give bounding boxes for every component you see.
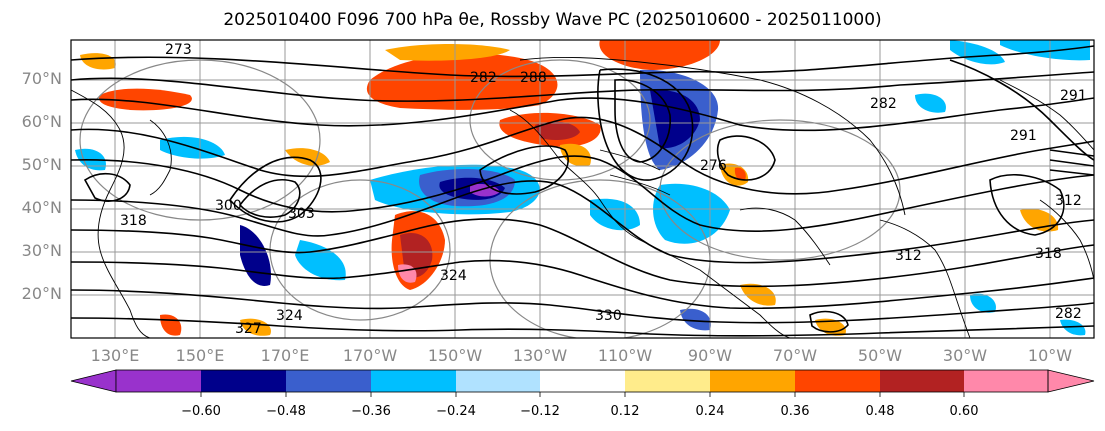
lat-label: 70°N	[21, 69, 62, 88]
contour-label: 288	[520, 70, 547, 86]
colorbar-bin	[286, 370, 371, 392]
lon-label: 150°W	[427, 346, 483, 365]
lon-label: 170°E	[260, 346, 310, 365]
contour-label: 324	[440, 268, 467, 284]
contour-label: 312	[895, 248, 922, 264]
anomaly-patch	[599, 40, 720, 70]
anomaly-patch	[1000, 40, 1090, 61]
lon-label: 110°W	[597, 346, 653, 365]
anomaly-patch	[590, 198, 640, 231]
lat-label: 20°N	[21, 284, 62, 303]
contour-label: 282	[870, 96, 897, 112]
colorbar-bin	[964, 370, 1048, 392]
colorbar-tick-label: −0.24	[436, 404, 476, 419]
contour-label: 273	[165, 42, 192, 58]
colorbar-under-arrow	[70, 369, 117, 393]
contour-label: 327	[235, 321, 262, 337]
lon-label: 10°W	[1027, 346, 1073, 365]
contour-label: 318	[1035, 246, 1062, 262]
lon-label: 130°W	[512, 346, 568, 365]
lon-label: 70°W	[772, 346, 818, 365]
colorbar-tick-label: 0.48	[865, 404, 895, 419]
colorbar-bin	[371, 370, 456, 392]
lon-label: 170°W	[342, 346, 398, 365]
map-title: 2025010400 F096 700 hPa θe, Rossby Wave …	[223, 10, 882, 30]
contour-label: 300	[215, 198, 242, 214]
anomaly-patch	[295, 240, 346, 281]
contour-label: 303	[288, 206, 315, 222]
contour-label: 324	[276, 308, 303, 324]
contour-label: 312	[1055, 193, 1082, 209]
colorbar-bin	[540, 370, 625, 392]
colorbar-bin	[795, 370, 880, 392]
colorbar-tick-label: 0.24	[695, 404, 725, 419]
colorbar-tick-label: −0.48	[266, 404, 306, 419]
contour-label: 318	[120, 213, 147, 229]
contour-label: 291	[1010, 128, 1037, 144]
lon-label: 30°W	[942, 346, 988, 365]
colorbar-bin	[625, 370, 710, 392]
lon-label: 50°W	[857, 346, 903, 365]
colorbar-tick-label: 0.36	[780, 404, 810, 419]
lat-label: 50°N	[21, 155, 62, 174]
contour-label: 282	[1055, 306, 1082, 322]
lon-label: 150°E	[175, 346, 225, 365]
map-background	[71, 40, 1094, 338]
anomaly-patch	[734, 167, 746, 181]
lon-label: 130°E	[90, 346, 140, 365]
contour-labels: 273 282 288 276 291 303 300 312 318 324 …	[120, 42, 1087, 337]
contour-label: 276	[700, 158, 727, 174]
lat-label: 40°N	[21, 198, 62, 217]
anomaly-patch	[535, 121, 580, 140]
colorbar-tick-label: −0.36	[351, 404, 391, 419]
lon-label: 90°W	[687, 346, 733, 365]
colorbar	[70, 369, 1095, 397]
colorbar-bin	[710, 370, 795, 392]
anomaly-patch	[915, 93, 946, 113]
graticule	[71, 40, 1094, 338]
colorbar-tick-label: −0.12	[520, 404, 560, 419]
colorbar-frame	[115, 369, 1049, 393]
anomaly-patch	[950, 40, 1005, 65]
anomaly-patch	[366, 53, 558, 110]
colorbar-tick-label: −0.60	[181, 404, 221, 419]
contour-label: 330	[595, 308, 622, 324]
anomaly-patch	[385, 44, 510, 61]
contour-label: 282	[470, 70, 497, 86]
colorbar-tick-label: 0.12	[610, 404, 640, 419]
colorbar-bin	[201, 370, 286, 392]
theta-e-contours	[71, 45, 1094, 337]
colorbar-over-arrow	[1047, 369, 1095, 393]
anomaly-patch	[653, 183, 730, 244]
lat-label: 30°N	[21, 241, 62, 260]
map-frame	[70, 39, 1095, 339]
coastlines	[71, 56, 1094, 338]
contour-label: 291	[1060, 88, 1087, 104]
anomaly-patch	[240, 318, 271, 336]
anomaly-patch	[970, 293, 996, 313]
anomaly-patch	[1060, 319, 1086, 336]
lat-label: 60°N	[21, 112, 62, 131]
colorbar-bin	[456, 370, 540, 392]
anomaly-patch	[680, 308, 711, 331]
colorbar-tick-label: 0.60	[949, 404, 979, 419]
colorbar-bin	[880, 370, 964, 392]
colorbar-bin	[116, 370, 201, 392]
